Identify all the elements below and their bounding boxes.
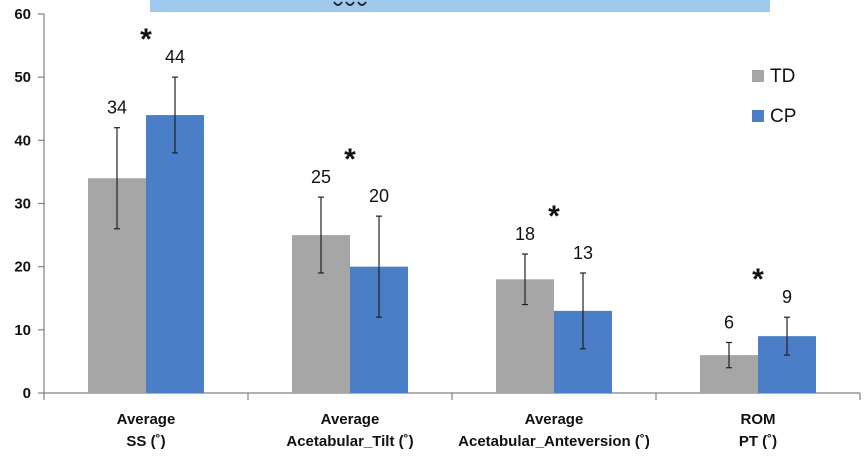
data-label: 34: [107, 98, 127, 118]
category-label: Average Acetabular_Anteversion (˚): [458, 411, 650, 450]
legend-swatch-td: [752, 70, 764, 82]
y-axis: 0 10 20 30 40 50 60: [14, 6, 45, 402]
data-label: 20: [369, 186, 389, 206]
y-tick-label: 40: [14, 132, 31, 149]
data-label: 44: [165, 47, 185, 67]
header-band-text-fragment: [333, 1, 367, 6]
significance-marker: *: [140, 23, 152, 56]
data-label: 6: [724, 312, 734, 332]
y-tick-label: 50: [14, 69, 31, 86]
legend-label-cp: CP: [770, 106, 796, 127]
legend-swatch-cp: [752, 110, 764, 122]
data-labels: 34 25 18 6 44 20 13 9: [107, 47, 792, 332]
y-tick-label: 10: [14, 322, 31, 339]
y-tick-label: 60: [14, 6, 31, 23]
category-label: ROM PT (˚): [739, 411, 777, 450]
category-label: Average Acetabular_Tilt (˚): [286, 411, 413, 450]
x-axis: Average SS (˚) Average Acetabular_Tilt (˚) A…: [43, 392, 861, 450]
category-label: Average SS (˚): [117, 411, 176, 450]
data-label: 25: [311, 167, 331, 187]
y-tick-label: 0: [23, 385, 31, 402]
legend: TD CP: [752, 66, 796, 127]
header-band: [150, 0, 770, 12]
data-label: 9: [782, 287, 792, 307]
significance-markers: * * * *: [140, 23, 764, 296]
error-bars: [114, 76, 790, 369]
bars: [88, 115, 816, 394]
significance-marker: *: [344, 143, 356, 176]
significance-marker: *: [752, 263, 764, 296]
data-label: 18: [515, 224, 535, 244]
y-tick-label: 20: [14, 259, 31, 276]
y-tick-label: 30: [14, 196, 31, 213]
bar-cp: [146, 115, 204, 394]
legend-label-td: TD: [770, 66, 795, 87]
data-label: 13: [573, 243, 593, 263]
significance-marker: *: [548, 200, 560, 233]
